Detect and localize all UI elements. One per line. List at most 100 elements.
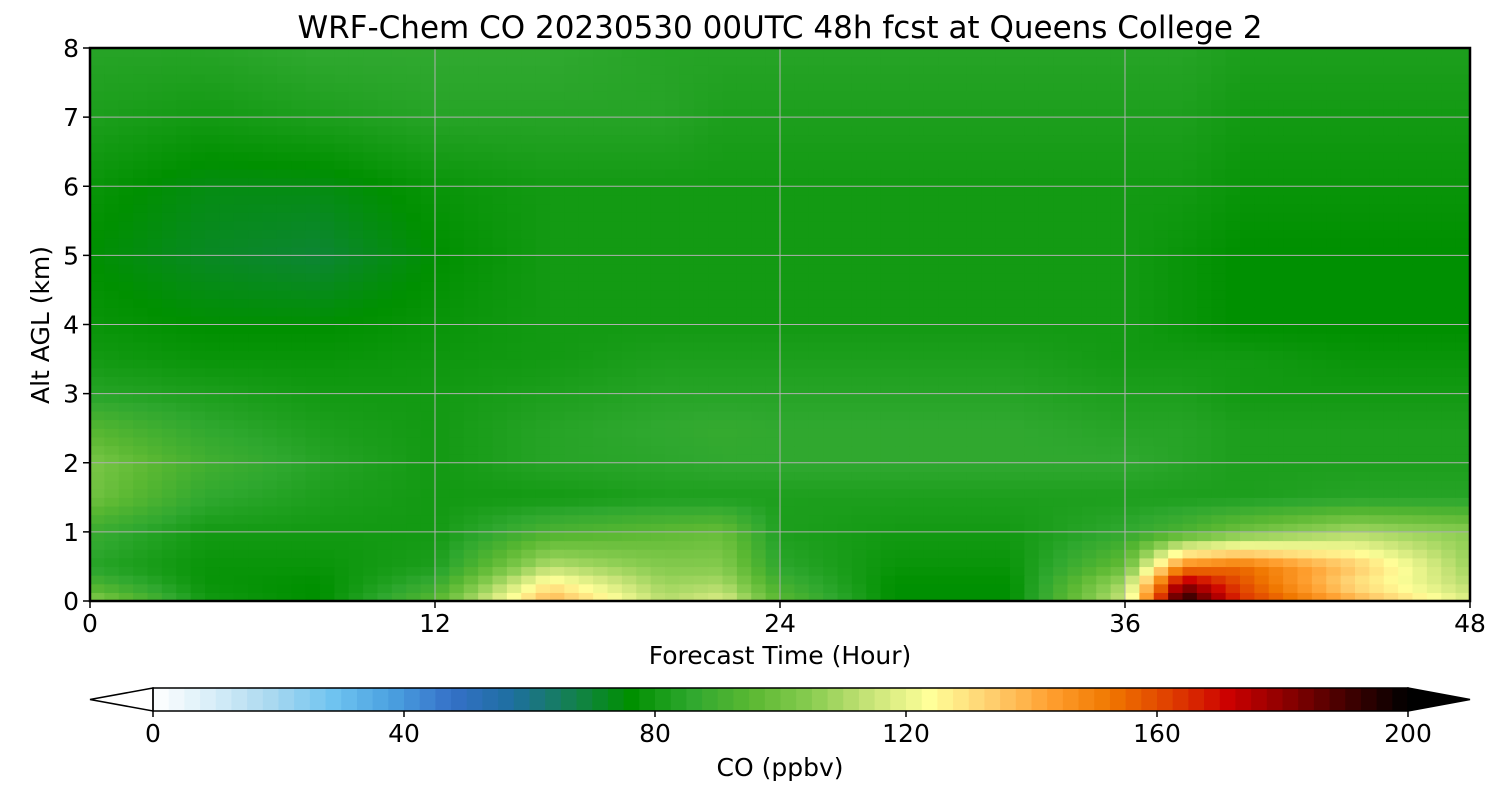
heatmap-cell	[1010, 151, 1025, 161]
heatmap-cell	[118, 168, 134, 179]
heatmap-cell	[492, 359, 508, 369]
heatmap-cell	[1168, 592, 1184, 602]
heatmap-cell	[363, 315, 379, 326]
heatmap-cell	[276, 264, 292, 274]
heatmap-cell	[377, 566, 393, 576]
heatmap-cell	[176, 281, 192, 291]
heatmap-cell	[492, 220, 508, 231]
heatmap-cell	[1383, 289, 1399, 300]
heatmap-cell	[708, 402, 724, 412]
heatmap-cell	[593, 367, 609, 377]
heatmap-cell	[837, 333, 853, 343]
heatmap-cell	[233, 514, 249, 524]
heatmap-cell	[478, 488, 494, 498]
heatmap-cell	[420, 445, 436, 455]
heatmap-cell	[1383, 462, 1399, 472]
heatmap-cell	[1441, 410, 1457, 421]
heatmap-cell	[1081, 151, 1097, 161]
heatmap-cell	[808, 315, 824, 326]
heatmap-cell	[1412, 238, 1428, 248]
heatmap-cell	[262, 557, 278, 568]
heatmap-cell	[952, 255, 968, 265]
heatmap-cell	[952, 592, 968, 602]
heatmap-cell	[1038, 246, 1054, 256]
heatmap-cell	[406, 462, 422, 472]
heatmap-cell	[665, 454, 680, 464]
heatmap-cell	[1254, 419, 1270, 429]
heatmap-cell	[808, 289, 824, 300]
heatmap-cell	[851, 246, 867, 256]
heatmap-cell	[406, 557, 422, 568]
heatmap-cell	[104, 488, 120, 498]
heatmap-cell	[262, 177, 278, 187]
heatmap-cell	[1297, 462, 1313, 472]
heatmap-cell	[147, 471, 163, 481]
heatmap-cell	[1426, 272, 1442, 282]
heatmap-cell	[233, 419, 249, 429]
heatmap-cell	[751, 505, 767, 516]
heatmap-cell	[966, 531, 982, 542]
heatmap-cell	[1182, 454, 1198, 464]
heatmap-cell	[1441, 359, 1457, 369]
heatmap-cell	[1182, 592, 1198, 602]
heatmap-cell	[952, 480, 968, 490]
heatmap-cell	[593, 307, 609, 317]
heatmap-cell	[636, 238, 652, 248]
heatmap-cell	[161, 531, 177, 542]
heatmap-cell	[1240, 592, 1255, 602]
heatmap-cell	[1067, 212, 1083, 222]
heatmap-cell	[1053, 428, 1069, 438]
heatmap-cell	[1311, 160, 1327, 170]
heatmap-cell	[291, 376, 307, 386]
heatmap-cell	[1268, 428, 1284, 438]
heatmap-cell	[966, 212, 982, 222]
heatmap-cell	[1254, 488, 1270, 498]
heatmap-cell	[995, 376, 1011, 386]
heatmap-cell	[1110, 315, 1126, 326]
heatmap-cell	[133, 264, 149, 274]
heatmap-cell	[521, 168, 537, 179]
heatmap-cell	[1426, 160, 1442, 170]
heatmap-cell	[564, 315, 580, 326]
heatmap-cell	[550, 186, 565, 196]
heatmap-cell	[1024, 281, 1040, 291]
heatmap-cell	[521, 549, 537, 559]
heatmap-cell	[593, 376, 609, 386]
heatmap-cell	[693, 168, 709, 179]
heatmap-cell	[348, 341, 364, 352]
heatmap-cell	[406, 333, 422, 343]
heatmap-cell	[1254, 454, 1270, 464]
heatmap-cell	[1455, 540, 1471, 550]
heatmap-cell	[1455, 566, 1471, 576]
heatmap-cell	[334, 419, 350, 429]
heatmap-cell	[851, 289, 867, 300]
heatmap-cell	[1369, 264, 1385, 274]
heatmap-cell	[851, 514, 867, 524]
heatmap-cell	[449, 549, 465, 559]
heatmap-cell	[1010, 341, 1025, 352]
heatmap-cell	[205, 462, 220, 472]
heatmap-cell	[276, 281, 292, 291]
heatmap-cell	[233, 298, 249, 308]
heatmap-cell	[219, 255, 235, 265]
heatmap-cell	[1455, 238, 1471, 248]
heatmap-cell	[291, 255, 307, 265]
heatmap-cell	[1010, 177, 1025, 187]
heatmap-cell	[305, 393, 321, 403]
heatmap-cell	[205, 272, 220, 282]
heatmap-cell	[1125, 419, 1140, 429]
heatmap-cell	[1168, 168, 1184, 179]
heatmap-cell	[219, 497, 235, 507]
heatmap-cell	[161, 212, 177, 222]
heatmap-cell	[449, 384, 465, 395]
heatmap-cell	[693, 238, 709, 248]
heatmap-cell	[161, 220, 177, 231]
heatmap-cell	[305, 471, 321, 481]
heatmap-cell	[650, 272, 666, 282]
heatmap-cell	[248, 376, 264, 386]
heatmap-cell	[1153, 480, 1169, 490]
heatmap-cell	[147, 341, 163, 352]
heatmap-cell	[1211, 341, 1227, 352]
heatmap-cell	[823, 462, 839, 472]
heatmap-cell	[1153, 393, 1169, 403]
